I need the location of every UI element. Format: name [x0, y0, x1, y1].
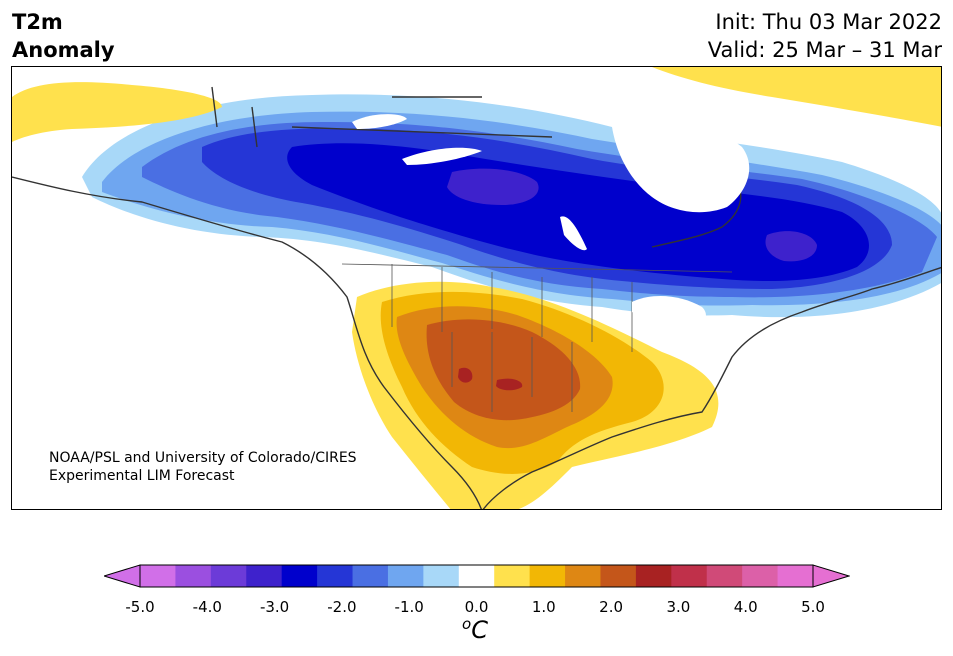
anomaly-band-minus-3p0	[447, 168, 539, 205]
colorbar-swatch	[777, 565, 814, 587]
political-borders	[341, 263, 733, 412]
colorbar-tick-label: 5.0	[801, 598, 825, 616]
colorbar-swatch	[352, 565, 389, 587]
colorbar-unit: oC	[462, 615, 488, 644]
colorbar	[104, 564, 850, 588]
unit-superscript: o	[462, 615, 472, 633]
colorbar-tick-label: 2.0	[599, 598, 624, 616]
data-credit: NOAA/PSL and University of Colorado/CIRE…	[49, 449, 357, 485]
credit-line-2: Experimental LIM Forecast	[49, 468, 235, 484]
map-canvas	[12, 67, 941, 509]
valid-period: Valid: 25 Mar – 31 Mar	[707, 38, 942, 62]
anomaly-band-plus-0p5-greenland	[652, 67, 941, 127]
coastlines	[12, 86, 941, 509]
colorbar-tick-label: -1.0	[394, 598, 424, 616]
colorbar-swatches	[140, 565, 814, 587]
anomaly-band-plus-2p0	[426, 319, 581, 421]
colorbar-tick-label: 3.0	[666, 598, 691, 616]
title-line-2: Anomaly	[12, 38, 115, 62]
colorbar-swatch	[317, 565, 354, 587]
forecast-dates: Init: Thu 03 Mar 2022 Valid: 25 Mar – 31…	[708, 8, 942, 64]
colorbar-swatch	[210, 565, 247, 587]
colorbar-swatch	[281, 565, 318, 587]
colorbar-tick-label: -2.0	[327, 598, 357, 616]
anomaly-band-plus-3p0-a	[458, 367, 473, 383]
colorbar-swatch	[423, 565, 460, 587]
colorbar-tick-label: 0.0	[464, 598, 489, 616]
colorbar-swatch	[671, 565, 708, 587]
anomaly-band-minus-2p5	[287, 143, 869, 282]
colorbar-swatch	[175, 565, 212, 587]
colorbar-swatch	[387, 565, 424, 587]
colorbar-tick-label: -5.0	[125, 598, 155, 616]
colorbar-over-arrow	[812, 564, 850, 588]
colorbar-tick-label: 1.0	[531, 598, 556, 616]
great-lakes	[632, 295, 706, 329]
colorbar-tick-label: 4.0	[733, 598, 758, 616]
map-title: T2m Anomaly	[12, 8, 115, 64]
anomaly-band-plus-3p0-b	[496, 378, 523, 391]
colorbar-swatch	[494, 565, 531, 587]
credit-line-1: NOAA/PSL and University of Colorado/CIRE…	[49, 450, 357, 466]
great-bear-lake	[352, 114, 407, 129]
colorbar-swatch	[635, 565, 672, 587]
colorbar-swatch	[600, 565, 637, 587]
anomaly-band-minus-3p0-east	[765, 231, 817, 262]
colorbar-swatch	[140, 565, 176, 587]
lake-winnipeg	[560, 216, 587, 251]
hudson-bay	[612, 122, 750, 213]
colorbar-swatch	[706, 565, 743, 587]
init-date: Init: Thu 03 Mar 2022	[715, 10, 942, 34]
anomaly-band-plus-0p5	[12, 82, 222, 142]
colorbar-tick-label: -4.0	[192, 598, 222, 616]
colorbar-swatch	[565, 565, 601, 587]
colorbar-swatch	[742, 565, 779, 587]
colorbar-outline	[139, 564, 814, 588]
anomaly-map	[11, 66, 942, 510]
title-line-1: T2m	[12, 10, 63, 34]
colorbar-tick-label: -3.0	[259, 598, 290, 616]
colorbar-swatch	[246, 565, 283, 587]
unit-main: C	[471, 616, 488, 644]
colorbar-under-arrow	[104, 564, 141, 588]
great-slave-lake	[402, 147, 482, 165]
colorbar-swatch	[458, 565, 495, 587]
colorbar-swatch	[529, 565, 566, 587]
